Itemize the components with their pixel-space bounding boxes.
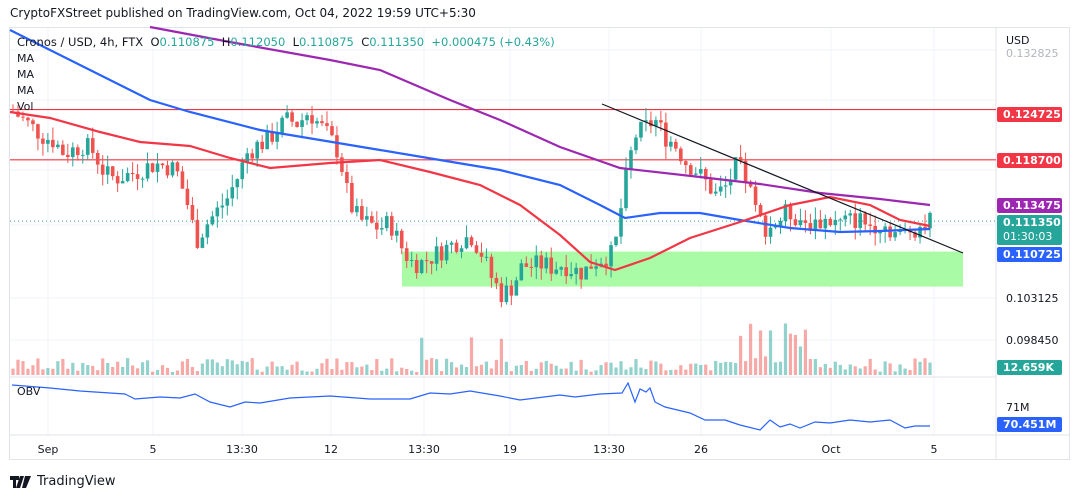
x-tick-26: 26: [694, 443, 708, 456]
x-tick-sep: Sep: [37, 443, 59, 456]
change-value: +0.000475 (+0.43%): [431, 35, 555, 49]
x-tick-1330b: 13:30: [408, 443, 440, 456]
x-tick-5-oct: 5: [930, 443, 938, 456]
last-price-value: 0.111350: [1003, 216, 1061, 229]
price-tick-2: 0.098450: [1006, 334, 1059, 347]
symbol-title: Cronos / USD, 4h, FTX: [17, 35, 144, 49]
last-price-tag: 0.111350 01:30:03: [997, 215, 1062, 245]
obv-tag: 70.451M: [997, 417, 1062, 432]
obv-tick: 71M: [1006, 401, 1030, 414]
open-value: 0.110875: [159, 35, 215, 49]
x-tick-12: 12: [324, 443, 338, 456]
chart-frame: [9, 27, 1070, 460]
currency-label: USD: [1006, 34, 1030, 47]
bar-countdown: 01:30:03: [1003, 230, 1053, 243]
price-tick-1: 0.103125: [1006, 292, 1059, 305]
symbol-legend: Cronos / USD, 4h, FTX O0.110875 H0.11205…: [17, 35, 555, 49]
price-tick-top: 0.132825: [1006, 47, 1059, 60]
x-tick-1330a: 13:30: [226, 443, 258, 456]
publish-info: CryptoFXStreet published on TradingView.…: [10, 6, 476, 20]
ma200-tag: 0.113475: [997, 198, 1062, 213]
low-value: 0.110875: [299, 35, 354, 49]
close-value: 0.111350: [369, 35, 425, 49]
x-tick-5: 5: [149, 443, 157, 456]
indicator-obv[interactable]: OBV: [17, 385, 41, 398]
indicator-ma-1[interactable]: MA: [17, 52, 35, 65]
tradingview-logo-icon: [10, 475, 31, 488]
volume-tag: 12.659K: [997, 360, 1062, 375]
resistance-tag-1: 0.124725: [997, 107, 1062, 122]
indicator-ma-3[interactable]: MA: [17, 84, 35, 97]
x-tick-1330c: 13:30: [593, 443, 625, 456]
indicator-ma-2[interactable]: MA: [17, 68, 35, 81]
x-tick-19: 19: [503, 443, 517, 456]
brand-name: TradingView: [37, 474, 116, 489]
ma100-tag: 0.110725: [997, 247, 1062, 262]
indicator-volume[interactable]: Vol: [17, 100, 34, 113]
x-tick-oct: Oct: [821, 443, 841, 456]
resistance-tag-2: 0.118700: [997, 153, 1062, 168]
high-value: 0.112050: [230, 35, 286, 49]
tradingview-brand[interactable]: TradingView: [10, 474, 116, 489]
